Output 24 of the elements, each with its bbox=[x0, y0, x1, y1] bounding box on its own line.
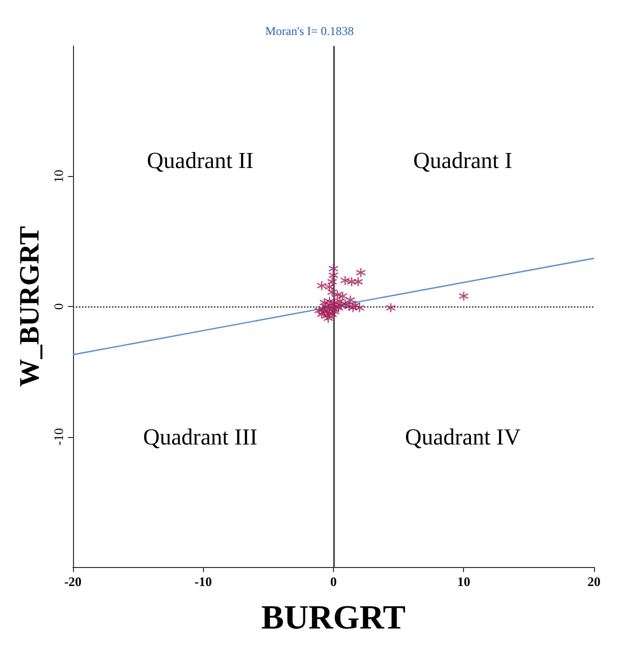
y-axis-title: W_BURGRT bbox=[14, 226, 46, 387]
x-tick-label: -10 bbox=[194, 574, 212, 589]
y-tick-label: 10 bbox=[50, 170, 66, 183]
point bbox=[344, 301, 354, 312]
annotation: Quadrant I bbox=[413, 148, 512, 174]
chart-title: Moran's I= 0.1838 bbox=[265, 24, 354, 38]
point bbox=[326, 276, 338, 287]
point bbox=[356, 267, 366, 278]
x-tick-label: -20 bbox=[64, 574, 82, 589]
point bbox=[386, 302, 396, 313]
annotation: Quadrant III bbox=[143, 424, 258, 450]
x-tick-label: 10 bbox=[457, 574, 470, 589]
point bbox=[324, 282, 335, 292]
point bbox=[458, 290, 469, 302]
annotation: Quadrant IV bbox=[404, 424, 521, 450]
point bbox=[328, 264, 339, 274]
x-tick-label: 20 bbox=[588, 574, 600, 589]
annotation: Quadrant II bbox=[146, 148, 254, 174]
y-tick-label: 0 bbox=[50, 303, 66, 310]
y-tick-label: -10 bbox=[50, 428, 66, 446]
x-axis-title: BURGRT bbox=[261, 600, 406, 636]
point bbox=[316, 280, 327, 291]
x-tick-label: 0 bbox=[330, 574, 337, 589]
point bbox=[328, 270, 339, 280]
